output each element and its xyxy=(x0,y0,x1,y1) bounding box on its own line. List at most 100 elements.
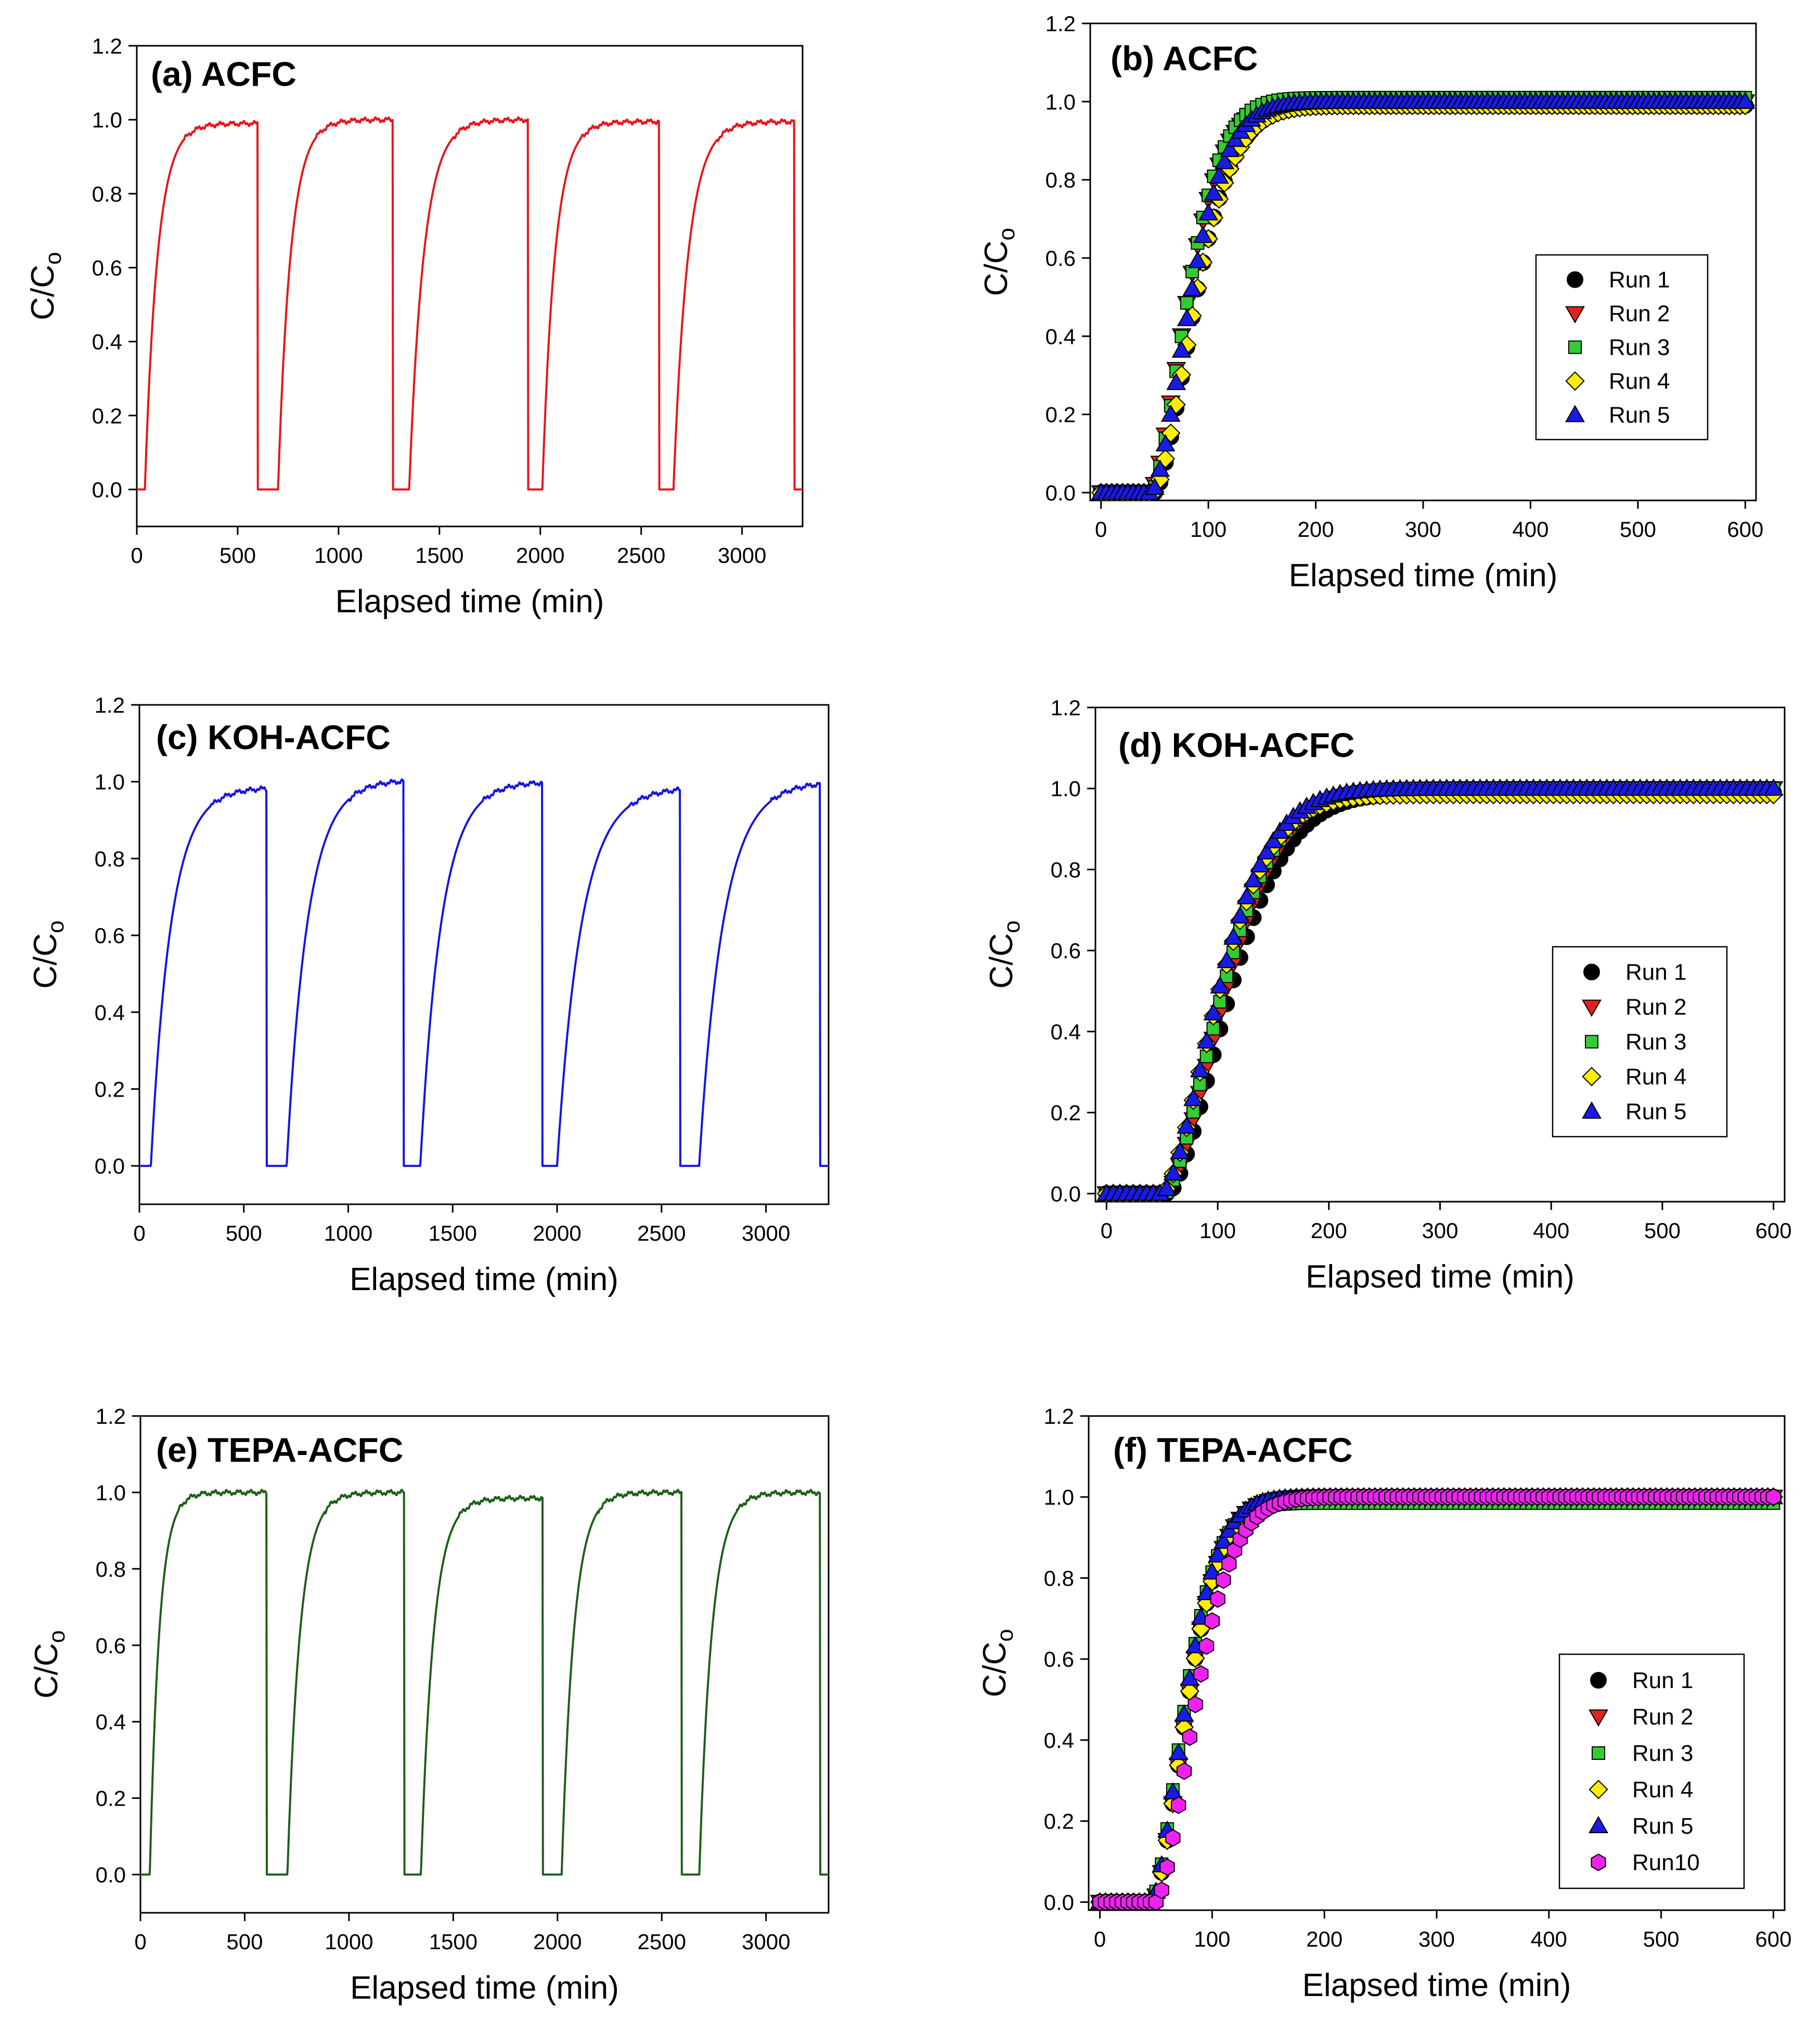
legend-label: Run 4 xyxy=(1609,369,1670,394)
y-tick-label: 1.0 xyxy=(95,770,125,794)
x-tick-label: 500 xyxy=(1620,517,1656,542)
data-point xyxy=(1177,308,1197,326)
x-tick-label: 500 xyxy=(226,1221,262,1245)
data-point xyxy=(1202,1562,1222,1580)
panel-e: 0.0 0.2 0.4 0.6 0.8 1.0 1.2 0 500 1000 1500 2000 250… xyxy=(29,1404,830,2006)
data-point xyxy=(1215,152,1235,170)
x-tick-label: 200 xyxy=(1298,517,1334,542)
data-point xyxy=(1208,1545,1228,1563)
x-tick-label: 500 xyxy=(220,543,256,568)
x-tick-label: 1500 xyxy=(429,1221,477,1245)
x-tick-label: 300 xyxy=(1418,1927,1455,1951)
series-run-5 xyxy=(1096,778,1784,1201)
data-point xyxy=(1177,1116,1197,1134)
data-point xyxy=(1155,434,1176,452)
y-tick-label: 0.0 xyxy=(96,1863,126,1887)
data-point xyxy=(1159,1858,1175,1876)
y-axis-title: C/Co xyxy=(977,1629,1018,1697)
x-tick-label: 600 xyxy=(1727,517,1763,542)
x-tick-label: 100 xyxy=(1194,1927,1230,1951)
data-point xyxy=(1204,183,1224,201)
legend-marker xyxy=(1568,340,1582,354)
x-tick-label: 0 xyxy=(1101,1218,1113,1243)
x-tick-label: 100 xyxy=(1190,517,1227,542)
breakthrough-line xyxy=(139,778,829,1167)
legend-box xyxy=(1558,1653,1745,1889)
data-point xyxy=(1236,887,1257,905)
data-point xyxy=(1209,166,1229,184)
data-point xyxy=(1219,1520,1239,1538)
y-tick-label: 0.2 xyxy=(95,1077,125,1101)
y-tick-label: 1.2 xyxy=(1051,696,1081,720)
data-point xyxy=(1144,478,1165,495)
x-axis-title: Elapsed time (min) xyxy=(350,1261,618,1297)
legend-marker xyxy=(1567,271,1583,288)
plot-frame xyxy=(139,1415,830,1914)
plot-frame xyxy=(136,45,804,527)
y-tick-label: 0.8 xyxy=(1045,168,1076,192)
legend-label: Run10 xyxy=(1632,1850,1700,1875)
data-point xyxy=(1198,203,1219,221)
legend: Run 1 Run 2 Run 3 Run 4 Run 5 xyxy=(1535,254,1709,441)
x-tick-label: 0 xyxy=(1095,517,1107,542)
data-point xyxy=(1182,278,1203,297)
x-tick-label: 0 xyxy=(131,543,143,568)
x-tick-label: 3000 xyxy=(742,1221,790,1245)
x-tick-label: 200 xyxy=(1311,1218,1347,1243)
y-tick-label: 1.0 xyxy=(1044,1485,1074,1510)
data-point xyxy=(1217,950,1237,969)
legend-box xyxy=(1552,946,1728,1138)
x-axis-title: Elapsed time (min) xyxy=(350,1970,619,2006)
data-point xyxy=(1176,1762,1192,1780)
y-tick-label: 0.2 xyxy=(1045,403,1076,427)
data-point xyxy=(1166,372,1186,390)
legend-marker xyxy=(1589,1709,1608,1727)
y-tick-label: 0.0 xyxy=(1044,1890,1074,1914)
panel-d: 0.0 0.2 0.4 0.6 0.8 1.0 1.2 0 100 200 300 400 500 600… xyxy=(984,696,1792,1295)
x-axis-title: Elapsed time (min) xyxy=(1306,1259,1574,1295)
data-area xyxy=(1090,1487,1784,1910)
panel-a: 0.0 0.2 0.4 0.6 0.8 1.0 1.2 0 500 1000 1500 2000 250… xyxy=(25,34,804,620)
y-tick-label: 0.6 xyxy=(1051,938,1081,963)
data-point xyxy=(1154,1881,1169,1899)
x-tick-label: 100 xyxy=(1199,1218,1236,1243)
legend-marker xyxy=(1565,371,1585,391)
data-point xyxy=(1230,906,1250,924)
legend-label: Run 5 xyxy=(1609,403,1670,428)
panel-b: 0.0 0.2 0.4 0.6 0.8 1.0 1.2 0 100 200 300 400 500 600… xyxy=(978,11,1763,594)
data-point xyxy=(1250,855,1270,873)
x-tick-label: 1000 xyxy=(325,1929,373,1954)
panel-title: (c) KOH-ACFC xyxy=(156,718,391,756)
y-tick-label: 0.0 xyxy=(92,478,122,502)
data-point xyxy=(1221,1555,1237,1573)
x-tick-label: 0 xyxy=(1094,1927,1106,1951)
x-axis-title: Elapsed time (min) xyxy=(335,584,604,620)
x-tick-label: 2500 xyxy=(617,543,665,568)
legend-label: Run 2 xyxy=(1632,1704,1693,1730)
legend-label: Run 2 xyxy=(1609,301,1670,327)
y-tick-label: 0.2 xyxy=(1051,1101,1081,1125)
x-tick-label: 300 xyxy=(1405,517,1441,542)
breakthrough-line xyxy=(137,116,803,491)
data-point xyxy=(1223,927,1243,945)
y-tick-label: 0.6 xyxy=(96,1633,126,1658)
panel-title: (a) ACFC xyxy=(151,55,296,93)
y-tick-label: 1.2 xyxy=(92,34,122,58)
x-tick-label: 3000 xyxy=(742,1929,790,1954)
x-tick-label: 2000 xyxy=(533,1929,582,1954)
x-axis-title: Elapsed time (min) xyxy=(1289,558,1558,594)
x-tick-label: 2000 xyxy=(533,1221,581,1245)
panel-f: 0.0 0.2 0.4 0.6 0.8 1.0 1.2 0 100 200 300 400 500 600… xyxy=(977,1404,1791,2003)
data-point xyxy=(1160,404,1181,422)
y-axis-title: C/Co xyxy=(984,920,1025,988)
data-area xyxy=(140,1488,829,1876)
y-tick-label: 1.0 xyxy=(92,108,122,132)
panel-c: 0.0 0.2 0.4 0.6 0.8 1.0 1.2 0 500 1000 1500 2000 250… xyxy=(28,693,830,1297)
legend-marker xyxy=(1589,1816,1608,1833)
legend-marker xyxy=(1582,999,1602,1017)
y-tick-label: 0.6 xyxy=(95,923,125,948)
legend-label: Run 3 xyxy=(1625,1029,1686,1055)
y-tick-label: 1.2 xyxy=(95,693,125,717)
y-tick-label: 0.6 xyxy=(1045,246,1076,271)
y-tick-label: 0.0 xyxy=(1045,481,1076,505)
